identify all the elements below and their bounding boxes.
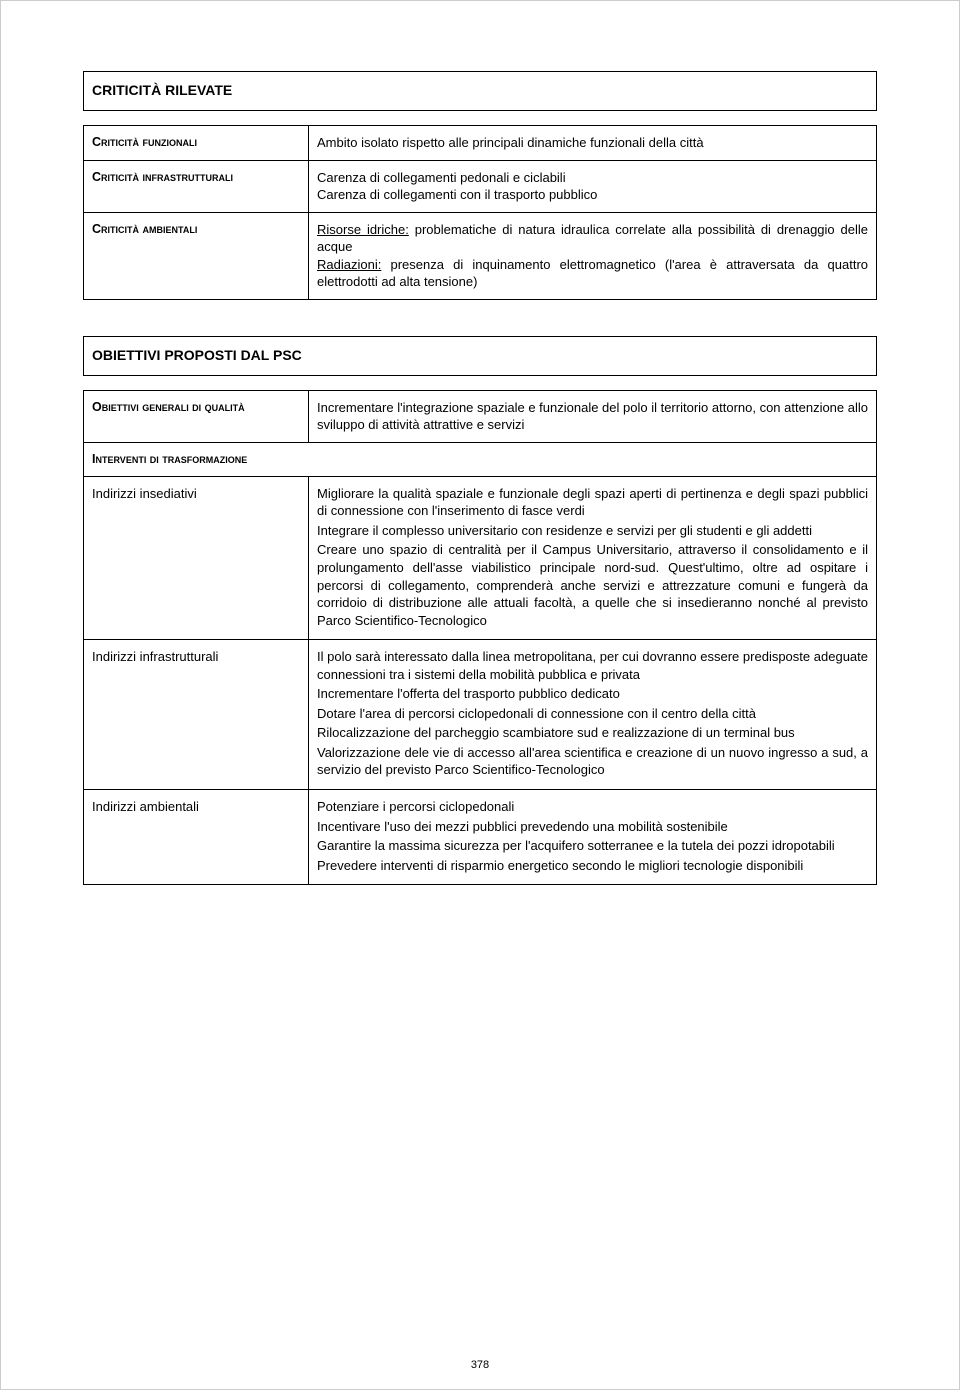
table-row: Indirizzi ambientali Potenziare i percor…	[84, 790, 877, 885]
row-content: Potenziare i percorsi ciclopedonaliIncen…	[309, 790, 877, 885]
section1-table: Criticità funzionali Ambito isolato risp…	[83, 125, 877, 300]
row-content: Ambito isolato rispetto alle principali …	[309, 126, 877, 161]
section1-heading-box: CRITICITÀ RILEVATE	[83, 71, 877, 111]
row-label: Criticità infrastrutturali	[84, 160, 309, 212]
page-number: 378	[1, 1359, 959, 1371]
table-row-full: Interventi di trasformazione	[84, 442, 877, 476]
row-label: Indirizzi insediativi	[84, 476, 309, 639]
section2-heading: OBIETTIVI PROPOSTI DAL PSC	[92, 347, 302, 363]
table-row: Criticità infrastrutturali Carenza di co…	[84, 160, 877, 212]
row-label: Criticità ambientali	[84, 212, 309, 299]
table-row: Criticità funzionali Ambito isolato risp…	[84, 126, 877, 161]
row-content: Carenza di collegamenti pedonali e cicla…	[309, 160, 877, 212]
row-label: Criticità funzionali	[84, 126, 309, 161]
row-content: Migliorare la qualità spaziale e funzion…	[309, 476, 877, 639]
table-row: Indirizzi infrastrutturali Il polo sarà …	[84, 640, 877, 790]
section1-heading: CRITICITÀ RILEVATE	[92, 82, 232, 98]
row-content: Incrementare l'integrazione spaziale e f…	[309, 390, 877, 442]
row-content: Il polo sarà interessato dalla linea met…	[309, 640, 877, 790]
table-row: Indirizzi insediativi Migliorare la qual…	[84, 476, 877, 639]
row-full-label: Interventi di trasformazione	[84, 442, 877, 476]
row-label: Obiettivi generali di qualità	[84, 390, 309, 442]
table-row: Criticità ambientali Risorse idriche: pr…	[84, 212, 877, 299]
row-content: Risorse idriche: problematiche di natura…	[309, 212, 877, 299]
row-label: Indirizzi infrastrutturali	[84, 640, 309, 790]
document-page: CRITICITÀ RILEVATE Criticità funzionali …	[0, 0, 960, 1390]
section2-heading-box: OBIETTIVI PROPOSTI DAL PSC	[83, 336, 877, 376]
table-row: Obiettivi generali di qualità Incrementa…	[84, 390, 877, 442]
row-label: Indirizzi ambientali	[84, 790, 309, 885]
section2-table: Obiettivi generali di qualità Incrementa…	[83, 390, 877, 885]
